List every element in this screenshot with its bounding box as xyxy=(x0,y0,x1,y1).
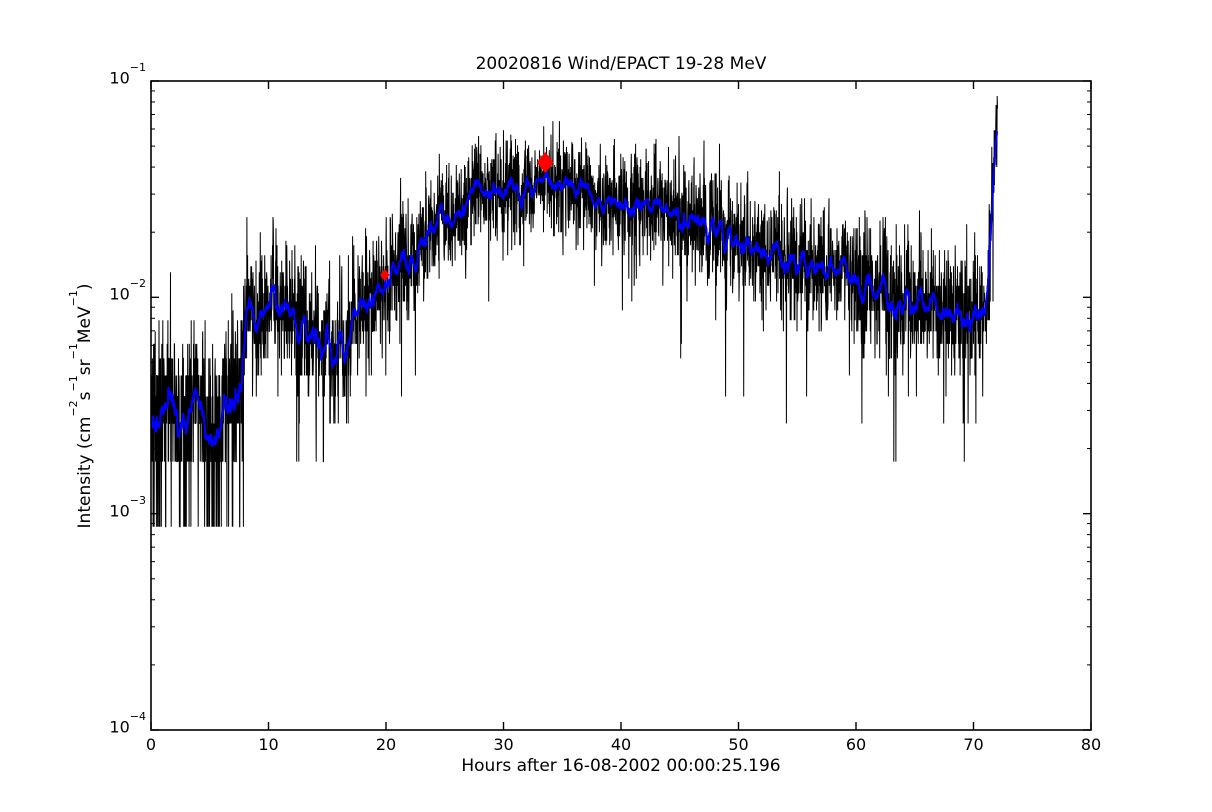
y-tick-label: 10−3 xyxy=(109,493,146,520)
x-tick-label: 10 xyxy=(258,735,279,754)
smoothed-intensity-trace xyxy=(151,130,999,447)
x-tick-label: 60 xyxy=(845,735,867,754)
x-axis-label: Hours after 16-08-2002 00:00:25.196 xyxy=(461,756,781,776)
x-tick-label: 0 xyxy=(145,735,157,754)
x-tick-label: 50 xyxy=(728,735,749,754)
chart-title: 20020816 Wind/EPACT 19-28 MeV xyxy=(475,54,767,74)
x-tick-label: 30 xyxy=(493,735,514,754)
peak-marker xyxy=(536,152,554,174)
raw-intensity-trace xyxy=(151,95,998,528)
y-axis-label: Intensity (cm−2s−1sr−1MeV−1) xyxy=(67,283,95,529)
y-tick-label: 10−1 xyxy=(109,61,146,88)
x-tick-label: 80 xyxy=(1080,735,1102,754)
x-tick-label: 70 xyxy=(963,735,984,754)
y-tick-label: 10−2 xyxy=(109,277,146,304)
x-tick-label: 20 xyxy=(375,735,397,754)
x-tick-label: 40 xyxy=(610,735,632,754)
y-tick-label: 10−4 xyxy=(109,710,146,737)
onset-marker xyxy=(380,268,390,281)
